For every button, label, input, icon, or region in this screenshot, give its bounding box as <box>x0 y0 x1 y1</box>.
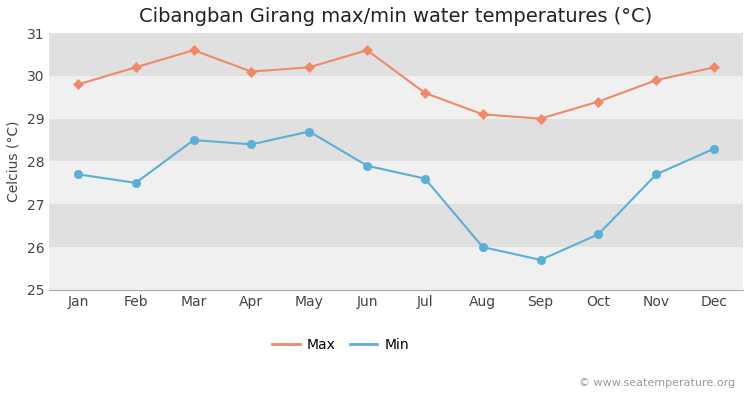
Min <box>131 180 140 185</box>
Max <box>131 65 140 70</box>
Min <box>189 138 198 142</box>
Max <box>652 78 661 82</box>
Bar <box>49 247 743 290</box>
Title: Cibangban Girang max/min water temperatures (°C): Cibangban Girang max/min water temperatu… <box>140 7 652 26</box>
Legend: Max, Min: Max, Min <box>266 333 415 358</box>
Max <box>189 48 198 52</box>
Bar <box>49 162 743 204</box>
Text: © www.seatemperature.org: © www.seatemperature.org <box>579 378 735 388</box>
Max <box>421 90 430 95</box>
Min <box>478 245 488 250</box>
Y-axis label: Celcius (°C): Celcius (°C) <box>7 121 21 202</box>
Min <box>304 129 313 134</box>
Min <box>594 232 603 237</box>
Max <box>478 112 488 117</box>
Bar <box>49 33 743 76</box>
Line: Min: Min <box>74 127 718 264</box>
Line: Max: Max <box>74 47 718 122</box>
Min <box>710 146 718 151</box>
Bar <box>49 119 743 162</box>
Min <box>421 176 430 181</box>
Bar <box>49 204 743 247</box>
Min <box>74 172 82 177</box>
Max <box>74 82 82 87</box>
Min <box>362 163 371 168</box>
Bar <box>49 76 743 119</box>
Max <box>594 99 603 104</box>
Min <box>536 258 545 262</box>
Max <box>710 65 718 70</box>
Max <box>247 69 256 74</box>
Min <box>247 142 256 147</box>
Max <box>536 116 545 121</box>
Max <box>304 65 313 70</box>
Min <box>652 172 661 177</box>
Max <box>362 48 371 52</box>
